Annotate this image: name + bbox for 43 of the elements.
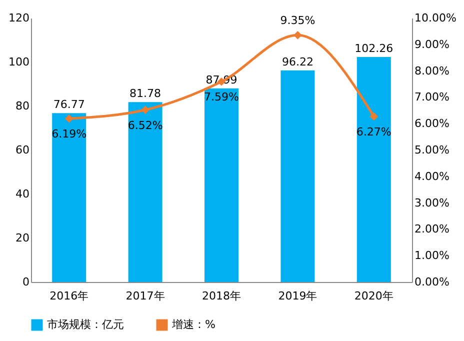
y-tick-label: 120 xyxy=(8,12,30,24)
y2-tick-label: 7.00% xyxy=(414,90,450,104)
x-tick-label: 2016年 xyxy=(50,290,89,302)
y2-tick-label: 1.00% xyxy=(414,249,450,262)
x-tick-label: 2018年 xyxy=(202,290,241,302)
y-tick-label: 0 xyxy=(22,276,30,288)
data-label: 102.26 xyxy=(354,42,394,56)
bar xyxy=(204,88,238,282)
bar xyxy=(52,113,86,282)
point xyxy=(370,112,378,121)
y2-tick-label: 0.00% xyxy=(414,276,450,288)
data-label: 6.52% xyxy=(128,118,163,132)
data-label: 81.78 xyxy=(130,87,162,100)
y-tick-label: 60 xyxy=(16,144,30,156)
x-tick-label: 2017年 xyxy=(126,290,165,302)
y2-tick-label: 6.00% xyxy=(414,117,450,130)
x-tick-label: 2020年 xyxy=(354,290,394,302)
y-tick-label: 40 xyxy=(16,188,30,200)
data-label: 6.27% xyxy=(356,125,392,138)
point xyxy=(141,106,150,114)
legend-label: 增速：% xyxy=(171,318,216,331)
y-tick-label: 20 xyxy=(16,232,30,244)
y2-tick-label: 9.00% xyxy=(414,38,450,51)
y2-tick-label: 5.00% xyxy=(414,144,450,156)
data-label: 6.19% xyxy=(52,128,87,141)
data-label: 7.59% xyxy=(204,90,239,104)
y2-tick-label: 8.00% xyxy=(414,64,450,78)
y2-tick-label: 4.00% xyxy=(414,170,450,183)
y2-tick-label: 3.00% xyxy=(414,196,450,210)
point xyxy=(64,114,74,123)
data-label: 96.22 xyxy=(282,55,314,68)
bar xyxy=(356,57,391,282)
data-label: 9.35% xyxy=(280,14,316,28)
x-tick-label: 2019年 xyxy=(278,290,318,302)
y2-tick-label: 10.00% xyxy=(414,12,456,24)
bar xyxy=(128,102,162,282)
y-tick-label: 80 xyxy=(16,100,30,112)
legend-label: 市场规模：亿元 xyxy=(47,318,124,331)
point xyxy=(294,30,302,40)
y-tick-label: 100 xyxy=(8,56,30,68)
bar xyxy=(280,70,315,282)
data-label: 76.77 xyxy=(53,98,85,112)
y2-tick-label: 2.00% xyxy=(414,222,450,236)
